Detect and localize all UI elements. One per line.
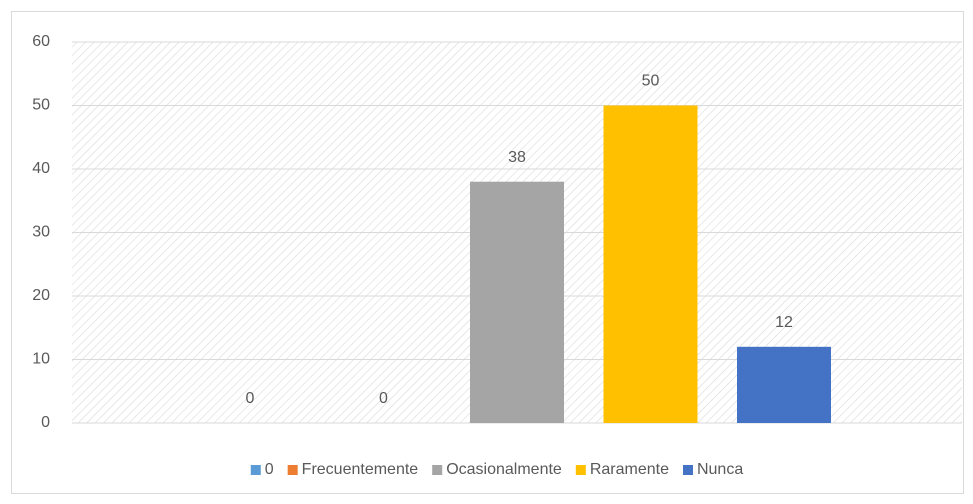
legend-label: Frecuentemente	[302, 461, 419, 478]
bar	[470, 181, 564, 423]
legend-swatch	[682, 465, 693, 475]
y-tick-label: 40	[32, 160, 50, 177]
bar	[603, 105, 698, 423]
y-tick-label: 20	[32, 287, 50, 304]
legend-swatch	[250, 465, 261, 475]
legend-label: Raramente	[590, 461, 669, 478]
legend-label: Ocasionalmente	[446, 461, 562, 478]
data-label: 0	[379, 390, 388, 407]
data-label: 0	[246, 390, 255, 407]
y-tick-label: 10	[32, 351, 50, 368]
y-tick-label: 30	[32, 224, 50, 241]
y-tick-label: 0	[41, 414, 50, 431]
bar	[737, 346, 831, 423]
legend-label: 0	[265, 461, 274, 478]
y-tick-label: 50	[32, 97, 50, 114]
legend-swatch	[432, 465, 443, 475]
legend-label: Nunca	[697, 461, 743, 478]
legend-swatch	[287, 465, 298, 475]
legend-swatch	[575, 465, 586, 475]
data-label: 38	[508, 149, 526, 166]
data-label: 12	[775, 314, 793, 331]
y-tick-label: 60	[32, 33, 50, 50]
data-label: 50	[642, 73, 660, 90]
